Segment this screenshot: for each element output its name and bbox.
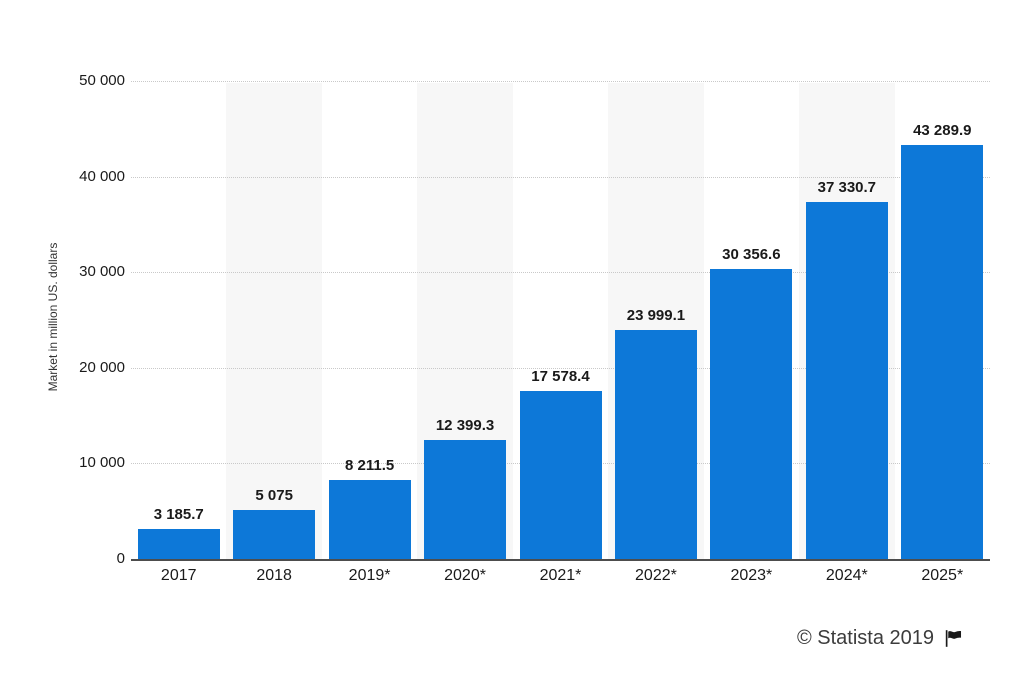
y-axis-tick-label: 20 000 xyxy=(79,358,125,376)
bar-2020[interactable] xyxy=(424,440,507,559)
y-axis-tick-label: 50 000 xyxy=(79,72,125,89)
bar-2018[interactable] xyxy=(233,510,316,559)
bar-2025[interactable] xyxy=(901,145,984,559)
gridline xyxy=(131,367,990,369)
bar-2022[interactable] xyxy=(614,329,697,559)
x-axis-line xyxy=(131,559,990,561)
x-axis-label: 2025* xyxy=(921,567,964,584)
bar-value-label: 3 185.7 xyxy=(153,505,204,523)
bar-value-label: 5 075 xyxy=(255,487,293,505)
statista-credit: © Statista 2019 xyxy=(797,627,964,650)
y-axis-tick-label: 0 xyxy=(116,550,125,567)
bar-2017[interactable] xyxy=(137,528,220,559)
gridline xyxy=(131,272,990,274)
y-axis-tick-label: 40 000 xyxy=(79,167,125,185)
bar-2019[interactable] xyxy=(328,480,411,559)
bar-value-label: 8 211.5 xyxy=(344,457,395,475)
background-band xyxy=(226,83,322,559)
bar-2023[interactable] xyxy=(710,268,793,559)
bar-2021[interactable] xyxy=(519,390,602,559)
plot-area: 3 185.7 5 075 8 211.5 12 399.3 17 578.4 23 99… xyxy=(131,81,990,561)
x-axis-label: 2023* xyxy=(730,567,773,584)
credit-label: © Statista 2019 xyxy=(796,627,934,649)
bar-2024[interactable] xyxy=(805,202,888,559)
bar-value-label: 12 399.3 xyxy=(435,417,495,435)
x-axis-label: 2024* xyxy=(825,567,868,584)
bar-value-label: 30 356.6 xyxy=(722,245,781,263)
y-axis-tick-label: 10 000 xyxy=(79,454,125,472)
x-axis-label: 2018 xyxy=(256,567,292,584)
y-axis-tick-label: 30 000 xyxy=(79,263,125,281)
gridline xyxy=(131,176,990,178)
x-axis-label: 2017 xyxy=(160,567,197,584)
x-axis-label: 2019* xyxy=(348,567,391,584)
bar-value-label: 17 578.4 xyxy=(531,367,590,385)
gridline xyxy=(131,81,990,82)
bar-value-label: 43 289.9 xyxy=(913,122,972,140)
bar-value-label: 23 999.1 xyxy=(626,306,686,324)
bar-value-label: 37 330.7 xyxy=(817,179,877,197)
statista-flag-icon xyxy=(943,628,964,649)
x-axis-label: 2022* xyxy=(635,567,677,584)
x-axis-label: 2021* xyxy=(539,567,582,584)
x-axis-label: 2020* xyxy=(444,567,486,584)
